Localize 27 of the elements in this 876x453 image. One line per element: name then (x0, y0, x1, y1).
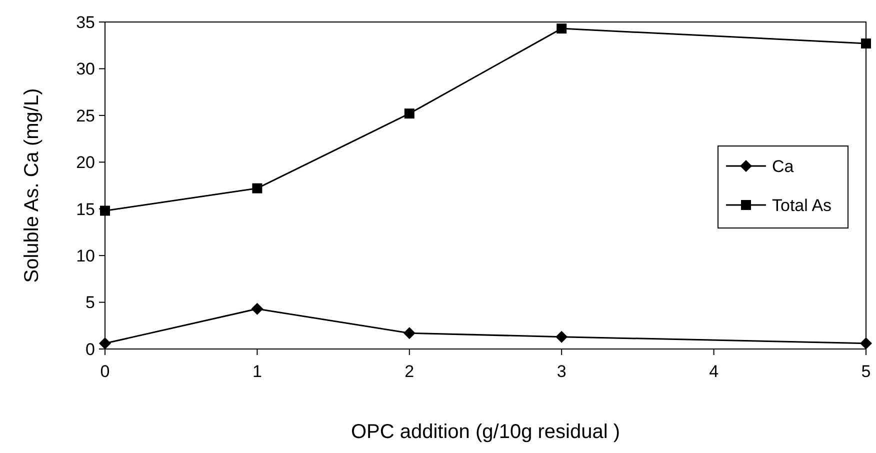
point (403, 327, 416, 340)
y-tick-label: 30 (76, 60, 95, 79)
point (99, 337, 111, 350)
y-axis-title: Soluble As. Ca (mg/L) (21, 88, 43, 283)
x-axis-title: OPC addition (g/10g residual ) (350, 421, 620, 443)
x-tick-label: 2 (404, 362, 414, 381)
legend-label: Total As (772, 196, 832, 215)
y-tick-label: 25 (76, 106, 95, 126)
x-tick-label: 3 (556, 362, 566, 381)
x-tick-label: 4 (709, 362, 719, 381)
x-tick-label: 0 (100, 362, 110, 381)
y-tick-label: 10 (76, 246, 95, 266)
point (556, 24, 567, 34)
point (252, 183, 262, 194)
point (556, 330, 568, 343)
x-tick-label: 1 (252, 362, 262, 381)
point (860, 337, 872, 350)
point (251, 302, 264, 315)
y-tick-label: 15 (76, 200, 95, 219)
y-tick-label: 35 (76, 12, 95, 32)
point (404, 108, 414, 119)
y-tick-label: 0 (86, 340, 95, 359)
point (861, 38, 871, 48)
x-tick-label: 5 (861, 362, 871, 381)
legend-label: Ca (772, 156, 794, 176)
y-tick-label: 5 (86, 293, 95, 312)
y-tick-label: 20 (76, 153, 95, 172)
